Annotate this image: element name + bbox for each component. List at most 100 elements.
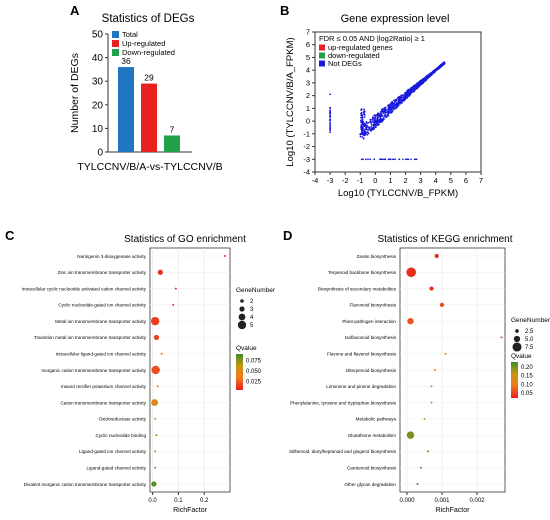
data-point bbox=[420, 83, 423, 86]
data-point bbox=[413, 89, 416, 92]
data-point bbox=[156, 385, 159, 388]
data-point bbox=[403, 94, 405, 96]
y-tick-label: 5 bbox=[306, 53, 310, 62]
term-label: Transition metal ion transmembrane trans… bbox=[34, 335, 147, 340]
annotation: FDR ≤ 0.05 AND |log2Ratio| ≥ 1 bbox=[319, 34, 425, 43]
y-tick-label: -4 bbox=[303, 168, 310, 177]
legend-swatch bbox=[319, 60, 325, 67]
data-point bbox=[154, 417, 157, 420]
legend-entry: Up-regulated bbox=[122, 39, 165, 48]
data-point bbox=[399, 99, 401, 102]
data-point bbox=[418, 80, 421, 83]
data-point bbox=[365, 158, 367, 161]
data-point bbox=[400, 96, 403, 99]
data-point bbox=[387, 104, 390, 107]
data-point bbox=[408, 89, 410, 92]
legend-entry: 3 bbox=[250, 307, 254, 313]
data-point bbox=[371, 128, 374, 130]
data-point bbox=[361, 136, 364, 138]
data-point bbox=[361, 127, 363, 130]
data-point bbox=[384, 106, 387, 109]
term-label: Carotenoid biosynthesis bbox=[347, 466, 397, 471]
term-label: Flavone and flavonol biosynthesis bbox=[327, 352, 397, 357]
data-point bbox=[425, 77, 428, 80]
legend-title: GeneNumber bbox=[511, 317, 550, 324]
data-point bbox=[150, 316, 160, 326]
legend-colorbar bbox=[511, 362, 518, 398]
data-point bbox=[427, 74, 430, 77]
x-tick-label: 0.001 bbox=[434, 498, 450, 504]
data-point bbox=[329, 116, 331, 119]
data-point bbox=[384, 112, 387, 115]
data-point bbox=[406, 431, 415, 439]
data-point bbox=[362, 113, 365, 115]
x-tick-label: 0.2 bbox=[200, 498, 209, 504]
data-point bbox=[367, 158, 369, 161]
data-point bbox=[404, 92, 407, 95]
bar bbox=[164, 135, 180, 152]
data-point bbox=[395, 103, 398, 105]
y-tick-label: 50 bbox=[92, 30, 104, 41]
data-point bbox=[385, 108, 388, 111]
term-label: Isoflavonoid biosynthesis bbox=[345, 335, 397, 340]
data-point bbox=[329, 109, 331, 112]
data-point bbox=[369, 118, 372, 121]
legend-title: Qvalue bbox=[511, 353, 532, 360]
data-point bbox=[407, 94, 410, 97]
data-point bbox=[388, 106, 391, 109]
legend-size-marker bbox=[240, 299, 244, 303]
data-point bbox=[153, 334, 160, 341]
data-point bbox=[402, 158, 404, 161]
data-point bbox=[151, 399, 159, 406]
data-point bbox=[329, 112, 331, 114]
data-point bbox=[375, 125, 377, 128]
x-axis-label: TYLCCNV/B/A-vs-TYLCCNV/B bbox=[77, 161, 222, 173]
term-label: Cyclic nucleotide-gated ion channel acti… bbox=[58, 303, 146, 308]
legend-size-marker bbox=[513, 335, 521, 343]
data-point bbox=[362, 124, 365, 127]
data-point bbox=[427, 450, 429, 453]
x-axis-label: RichFactor bbox=[436, 507, 471, 514]
data-point bbox=[375, 121, 378, 123]
data-point bbox=[361, 115, 364, 117]
data-point bbox=[383, 109, 385, 112]
data-point bbox=[394, 107, 397, 109]
data-point bbox=[374, 119, 377, 122]
data-point bbox=[329, 119, 331, 122]
data-point bbox=[388, 108, 391, 111]
y-tick-label: -3 bbox=[303, 155, 310, 164]
legend-entry: down-regulated bbox=[328, 51, 380, 60]
y-tick-label: 30 bbox=[92, 77, 104, 88]
bar bbox=[141, 83, 157, 152]
data-point bbox=[392, 158, 395, 161]
data-point bbox=[414, 158, 417, 161]
data-point bbox=[393, 103, 396, 106]
data-point bbox=[363, 111, 366, 114]
term-label: Zeatin biosynthesis bbox=[357, 254, 397, 259]
panel-a-bar-chart: A Statistics of DEGs 0 10 20 30 40 50 Number o… bbox=[69, 3, 223, 173]
legend-tick-label: 0.15 bbox=[521, 374, 533, 380]
data-point bbox=[409, 87, 412, 90]
data-point bbox=[390, 111, 393, 114]
y-tick-label: 0 bbox=[306, 117, 310, 126]
legend-tick-label: 0.050 bbox=[246, 369, 262, 375]
term-label: Ligand-gated ion channel activity bbox=[79, 449, 147, 454]
x-tick-label: -2 bbox=[342, 176, 349, 185]
data-point bbox=[375, 114, 378, 117]
data-point bbox=[416, 483, 419, 485]
data-point bbox=[329, 93, 331, 96]
term-label: Other glycan degradation bbox=[344, 482, 396, 487]
data-point bbox=[361, 158, 364, 161]
legend-tick-label: 0.20 bbox=[521, 365, 533, 371]
y-axis-label: Log10 (TYLCCNV/B/A_FPKM) bbox=[285, 37, 296, 166]
data-point bbox=[379, 121, 382, 124]
data-point bbox=[369, 158, 371, 161]
data-point bbox=[397, 101, 400, 104]
legend-tick-label: 0.025 bbox=[246, 380, 262, 386]
data-point bbox=[362, 120, 364, 123]
data-point bbox=[381, 158, 383, 161]
chart-title: Gene expression level bbox=[341, 13, 450, 25]
data-point bbox=[363, 128, 366, 131]
data-point bbox=[362, 132, 365, 135]
data-point bbox=[329, 125, 331, 127]
